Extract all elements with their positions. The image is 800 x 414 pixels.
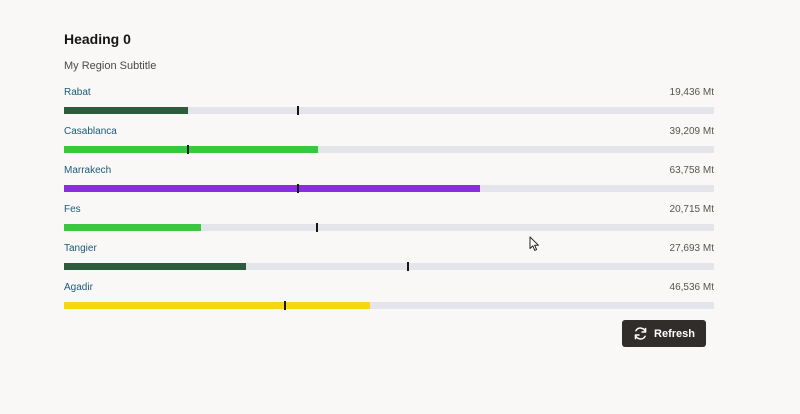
meter-track	[64, 301, 714, 310]
refresh-button[interactable]: Refresh	[622, 320, 706, 347]
meter-fill	[64, 107, 188, 114]
meter-item: Rabat 19,436 Mt	[64, 84, 714, 123]
meter-fill	[64, 185, 480, 192]
meter-threshold-marker	[297, 184, 299, 193]
meter-label-link[interactable]: Tangier	[64, 242, 97, 254]
meter-item: Marrakech 63,758 Mt	[64, 162, 714, 201]
meter-item-header: Agadir 46,536 Mt	[64, 279, 714, 295]
meter-value: 19,436 Mt	[669, 86, 714, 98]
meter-threshold-marker	[316, 223, 319, 232]
meter-item-header: Casablanca 39,209 Mt	[64, 123, 714, 139]
meter-track	[64, 223, 714, 232]
meter-value: 27,693 Mt	[669, 242, 714, 254]
meter-value: 63,758 Mt	[669, 164, 714, 176]
meter-value: 20,715 Mt	[669, 203, 714, 215]
meter-item-header: Tangier 27,693 Mt	[64, 240, 714, 256]
meter-fill	[64, 263, 246, 270]
meter-value: 39,209 Mt	[669, 125, 714, 137]
refresh-icon	[633, 326, 648, 341]
meter-label-link[interactable]: Rabat	[64, 86, 91, 98]
meter-value: 46,536 Mt	[669, 281, 714, 293]
meter-threshold-marker	[297, 106, 299, 115]
meter-fill	[64, 224, 201, 231]
meter-track	[64, 145, 714, 154]
meter-item: Agadir 46,536 Mt	[64, 279, 714, 318]
meter-region: Heading 0 My Region Subtitle Rabat 19,436…	[64, 28, 714, 318]
meter-fill	[64, 146, 318, 153]
meter-item-header: Fes 20,715 Mt	[64, 201, 714, 217]
meter-label-link[interactable]: Marrakech	[64, 164, 112, 176]
meter-label-link[interactable]: Fes	[64, 203, 81, 215]
meter-track	[64, 262, 714, 271]
region-heading: Heading 0	[64, 31, 131, 47]
meter-track	[64, 184, 714, 193]
meter-threshold-marker	[284, 301, 286, 310]
meter-label-link[interactable]: Casablanca	[64, 125, 117, 137]
meter-list: Rabat 19,436 Mt Casablanca 39,209 Mt Marrake…	[64, 84, 714, 318]
meter-track	[64, 106, 714, 115]
meter-item: Tangier 27,693 Mt	[64, 240, 714, 279]
region-subtitle: My Region Subtitle	[64, 60, 157, 72]
meter-label-link[interactable]: Agadir	[64, 281, 93, 293]
refresh-label: Refresh	[654, 327, 695, 340]
meter-fill	[64, 302, 370, 309]
meter-threshold-marker	[186, 145, 189, 154]
meter-item-header: Rabat 19,436 Mt	[64, 84, 714, 100]
mouse-cursor-icon	[529, 236, 539, 251]
meter-item: Casablanca 39,209 Mt	[64, 123, 714, 162]
meter-item: Fes 20,715 Mt	[64, 201, 714, 240]
meter-threshold-marker	[407, 262, 410, 271]
meter-item-header: Marrakech 63,758 Mt	[64, 162, 714, 178]
